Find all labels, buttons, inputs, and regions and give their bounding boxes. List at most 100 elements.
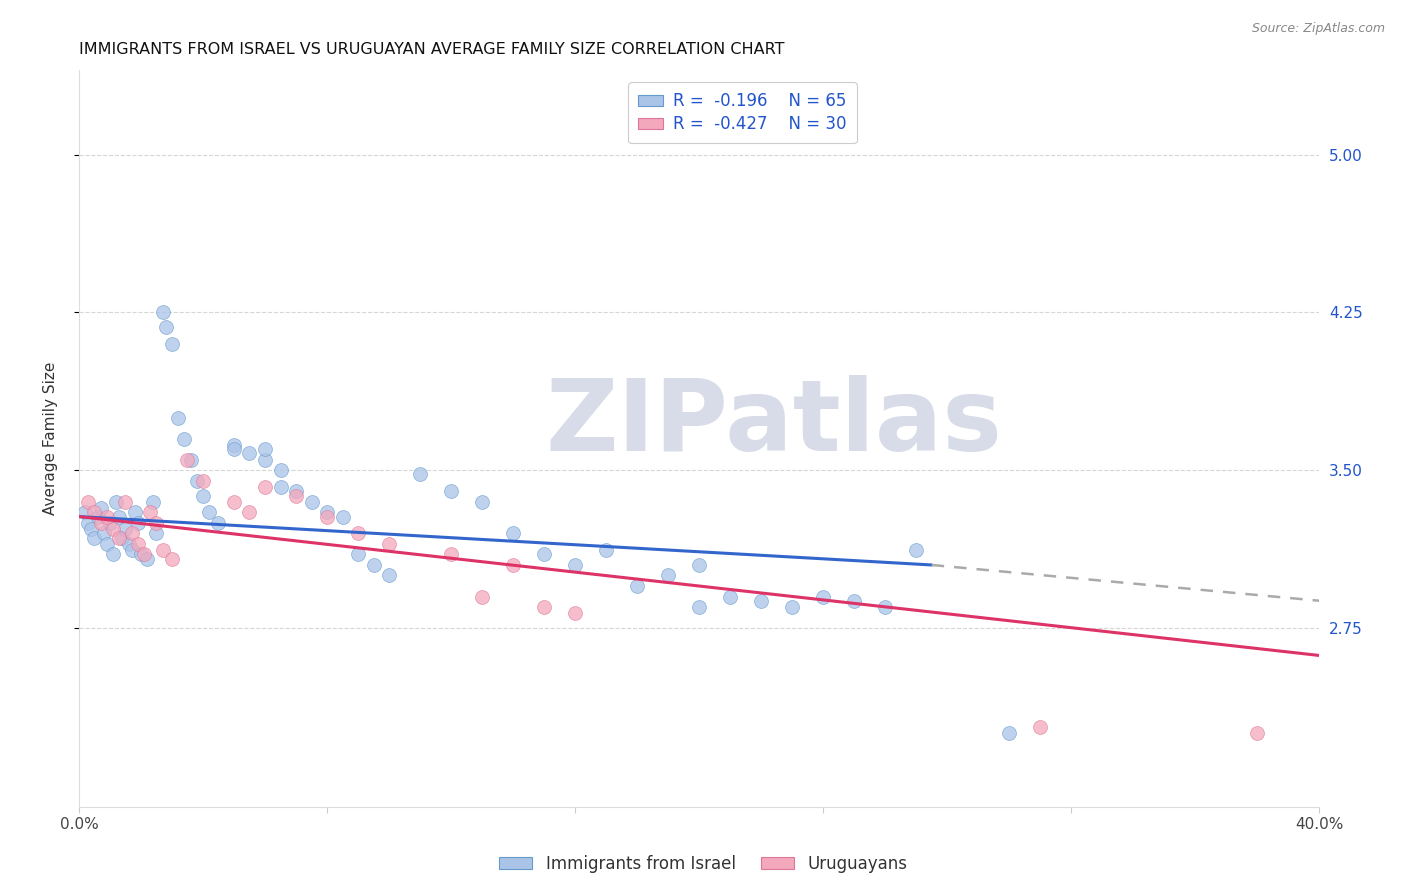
Point bbox=[253, 442, 276, 457]
Point bbox=[905, 543, 928, 558]
Point bbox=[111, 531, 134, 545]
Point bbox=[207, 516, 229, 530]
Point bbox=[1029, 720, 1052, 734]
Point bbox=[127, 516, 149, 530]
Point bbox=[626, 579, 648, 593]
Point bbox=[875, 600, 897, 615]
Point bbox=[316, 505, 339, 519]
Point bbox=[238, 446, 260, 460]
Point bbox=[301, 495, 323, 509]
Point bbox=[136, 551, 159, 566]
Point bbox=[167, 410, 190, 425]
Point bbox=[595, 543, 617, 558]
Point bbox=[533, 600, 555, 615]
Point bbox=[114, 522, 136, 536]
Legend: Immigrants from Israel, Uruguayans: Immigrants from Israel, Uruguayans bbox=[492, 848, 914, 880]
Y-axis label: Average Family Size: Average Family Size bbox=[44, 362, 58, 516]
Point bbox=[108, 531, 131, 545]
Point bbox=[332, 509, 354, 524]
Point bbox=[657, 568, 679, 582]
Point bbox=[378, 568, 401, 582]
Point bbox=[186, 474, 208, 488]
Point bbox=[124, 505, 146, 519]
Point bbox=[238, 505, 260, 519]
Point bbox=[180, 452, 202, 467]
Point bbox=[811, 590, 834, 604]
Point bbox=[347, 548, 370, 562]
Point bbox=[191, 489, 214, 503]
Point bbox=[1246, 726, 1268, 740]
Point bbox=[316, 509, 339, 524]
Point bbox=[90, 516, 112, 530]
Point bbox=[502, 526, 524, 541]
Point bbox=[86, 509, 108, 524]
Point bbox=[152, 543, 174, 558]
Point bbox=[96, 509, 118, 524]
Point bbox=[502, 558, 524, 572]
Point bbox=[409, 467, 432, 482]
Point bbox=[688, 600, 710, 615]
Point bbox=[145, 526, 167, 541]
Point bbox=[222, 495, 245, 509]
Point bbox=[101, 522, 124, 536]
Point bbox=[191, 474, 214, 488]
Point bbox=[160, 337, 183, 351]
Point bbox=[688, 558, 710, 572]
Point bbox=[105, 495, 128, 509]
Point bbox=[564, 607, 586, 621]
Point bbox=[173, 432, 195, 446]
Point bbox=[77, 516, 100, 530]
Point bbox=[160, 551, 183, 566]
Point bbox=[471, 590, 494, 604]
Point bbox=[129, 548, 152, 562]
Point bbox=[121, 526, 143, 541]
Point bbox=[83, 531, 105, 545]
Point bbox=[533, 548, 555, 562]
Point bbox=[90, 501, 112, 516]
Point bbox=[222, 442, 245, 457]
Point bbox=[98, 516, 121, 530]
Text: IMMIGRANTS FROM ISRAEL VS URUGUAYAN AVERAGE FAMILY SIZE CORRELATION CHART: IMMIGRANTS FROM ISRAEL VS URUGUAYAN AVER… bbox=[79, 42, 785, 57]
Point bbox=[564, 558, 586, 572]
Point bbox=[285, 484, 308, 499]
Point bbox=[176, 452, 198, 467]
Point bbox=[378, 537, 401, 551]
Point bbox=[121, 543, 143, 558]
Point bbox=[363, 558, 385, 572]
Point bbox=[471, 495, 494, 509]
Point bbox=[142, 495, 165, 509]
Point bbox=[152, 305, 174, 319]
Point bbox=[253, 480, 276, 494]
Point bbox=[270, 480, 292, 494]
Point bbox=[83, 505, 105, 519]
Point bbox=[155, 320, 177, 334]
Point bbox=[145, 516, 167, 530]
Point bbox=[270, 463, 292, 477]
Point bbox=[780, 600, 803, 615]
Point bbox=[96, 537, 118, 551]
Point bbox=[998, 726, 1021, 740]
Point bbox=[347, 526, 370, 541]
Point bbox=[749, 593, 772, 607]
Point bbox=[75, 505, 97, 519]
Point bbox=[440, 548, 463, 562]
Point bbox=[285, 489, 308, 503]
Text: ZIPatlas: ZIPatlas bbox=[546, 376, 1002, 473]
Point bbox=[844, 593, 866, 607]
Legend: R =  -0.196    N = 65, R =  -0.427    N = 30: R = -0.196 N = 65, R = -0.427 N = 30 bbox=[628, 82, 856, 144]
Point bbox=[440, 484, 463, 499]
Point bbox=[93, 526, 115, 541]
Point bbox=[718, 590, 741, 604]
Point bbox=[114, 495, 136, 509]
Point bbox=[117, 537, 139, 551]
Point bbox=[198, 505, 221, 519]
Point bbox=[222, 438, 245, 452]
Point bbox=[108, 509, 131, 524]
Point bbox=[77, 495, 100, 509]
Text: Source: ZipAtlas.com: Source: ZipAtlas.com bbox=[1251, 22, 1385, 36]
Point bbox=[253, 452, 276, 467]
Point bbox=[139, 505, 162, 519]
Point bbox=[80, 522, 103, 536]
Point bbox=[132, 548, 155, 562]
Point bbox=[101, 548, 124, 562]
